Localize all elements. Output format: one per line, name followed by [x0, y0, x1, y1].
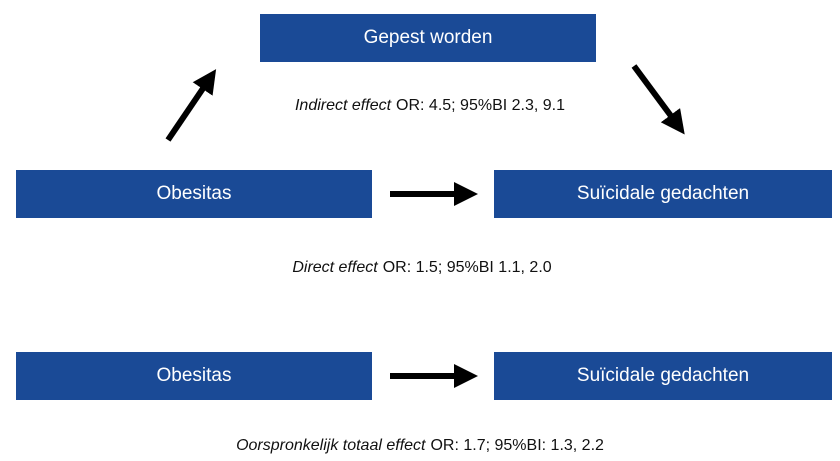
- mediator-box: [260, 14, 596, 62]
- effect-label: Direct effect: [292, 259, 378, 276]
- exposure-box: [16, 352, 372, 400]
- direct-effect: Direct effect OR: 1.5; 95%BI 1.1, 2.0: [292, 259, 551, 276]
- effect-label: Indirect effect: [295, 97, 392, 114]
- effect-stat: OR: 1.5; 95%BI 1.1, 2.0: [383, 259, 552, 276]
- outcome-box: [494, 352, 832, 400]
- indirect-effect: Indirect effect OR: 4.5; 95%BI 2.3, 9.1: [295, 97, 565, 114]
- arrow: [631, 64, 685, 135]
- exposure-label: Obesitas: [157, 365, 232, 386]
- exposure-label: Obesitas: [157, 183, 232, 204]
- effect-stat: OR: 4.5; 95%BI 2.3, 9.1: [396, 97, 565, 114]
- arrow: [165, 69, 217, 142]
- effect-label: Oorspronkelijk totaal effect: [236, 437, 426, 454]
- exposure-box: [16, 170, 372, 218]
- outcome-box: [494, 170, 832, 218]
- outcome-label: Suïcidale gedachten: [577, 183, 749, 204]
- effect-stat: OR: 1.7; 95%BI: 1.3, 2.2: [430, 437, 604, 454]
- total-effect: Oorspronkelijk totaal effect OR: 1.7; 95%…: [236, 437, 604, 454]
- outcome-label: Suïcidale gedachten: [577, 365, 749, 386]
- mediator-label: Gepest worden: [364, 27, 493, 48]
